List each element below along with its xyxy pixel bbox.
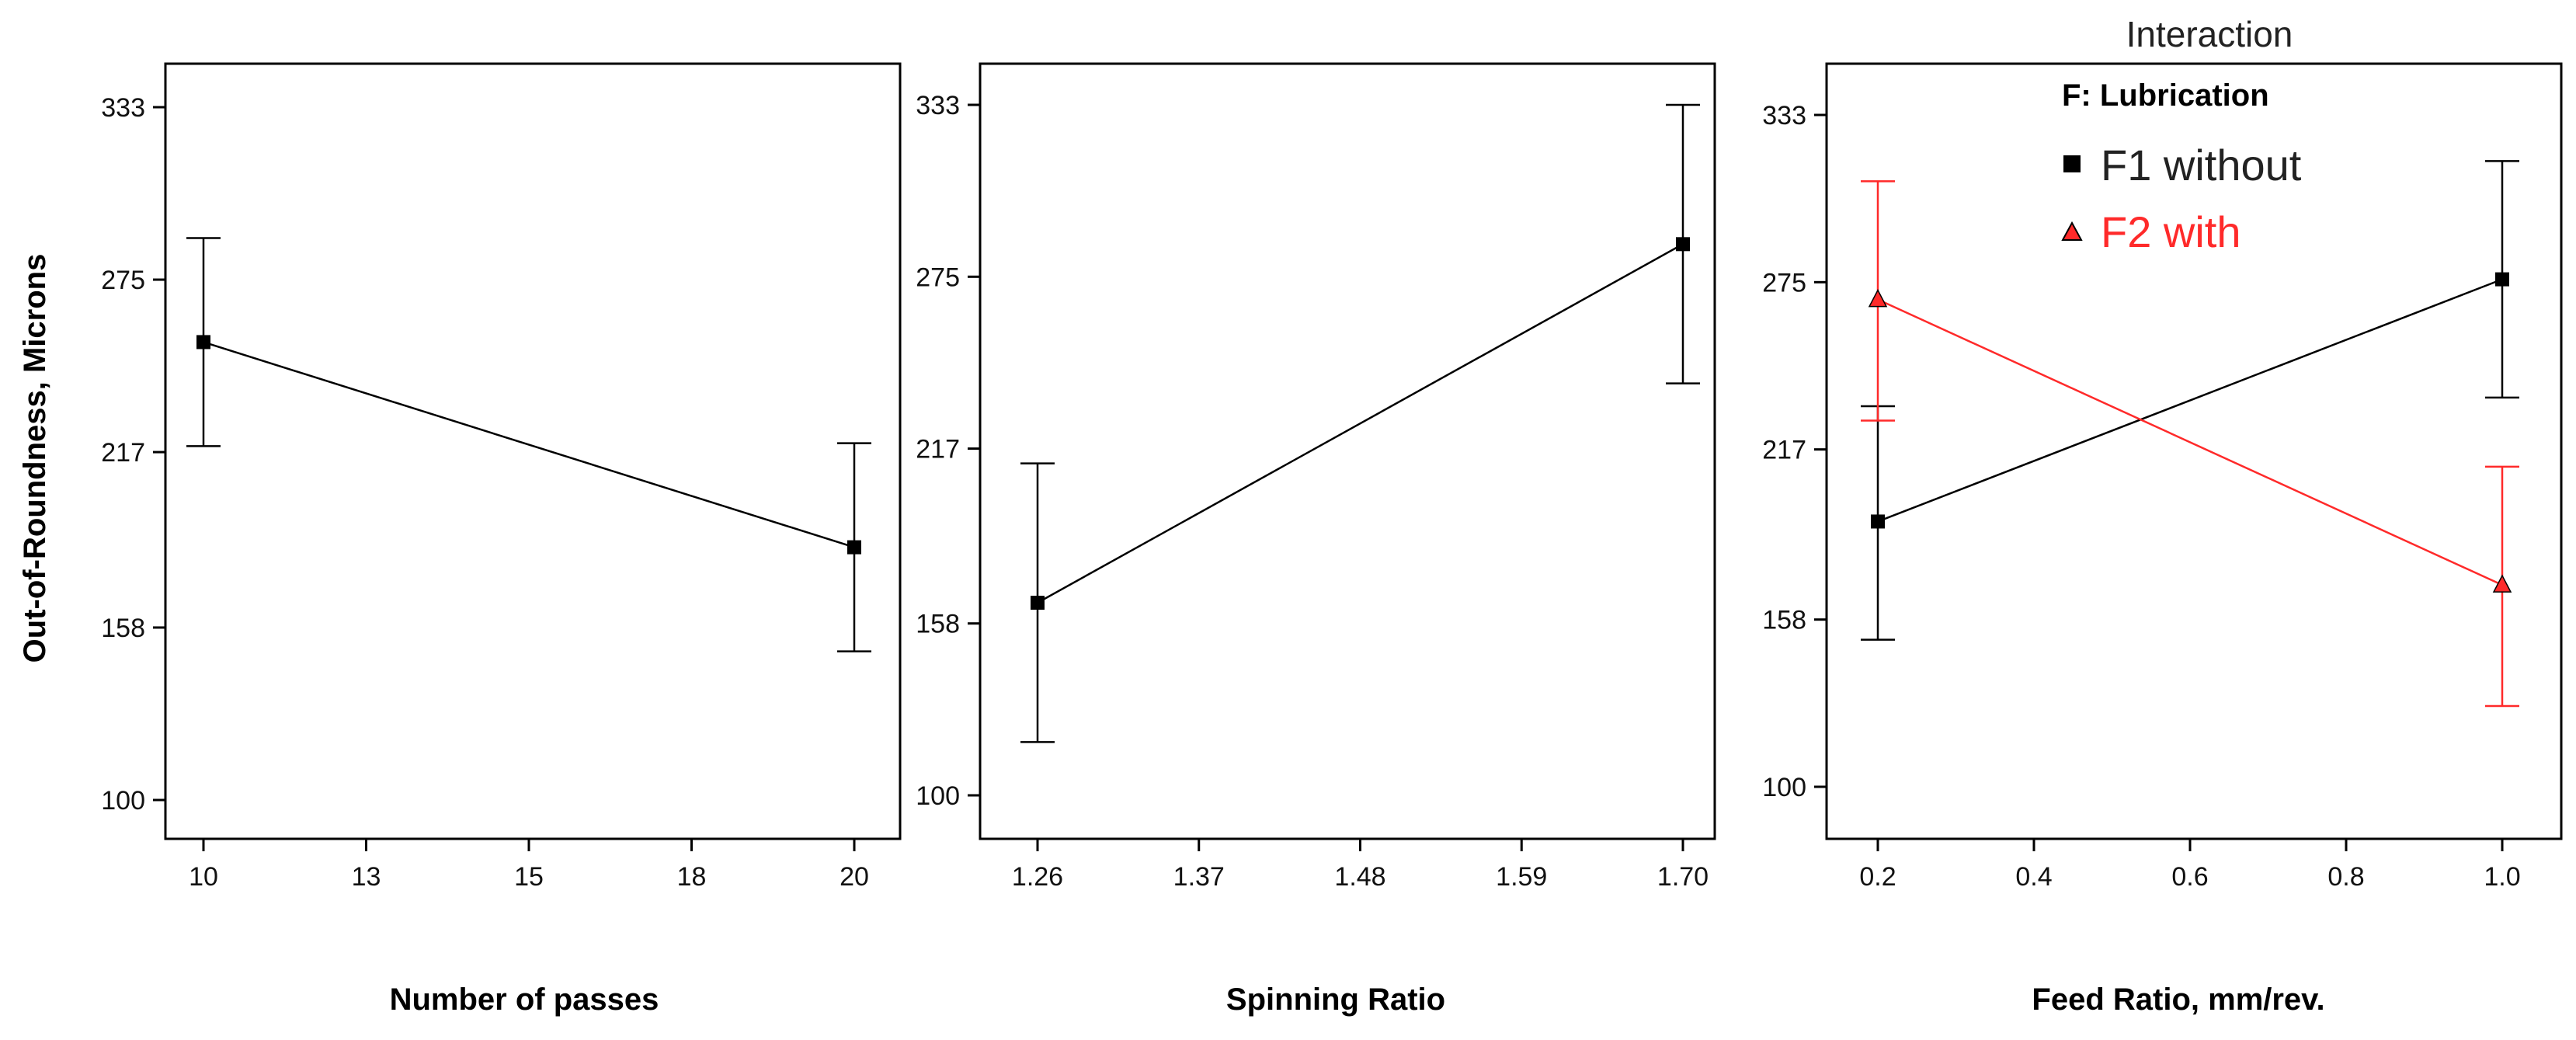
legend-marker-triangle xyxy=(2061,221,2083,241)
series-line xyxy=(203,341,855,548)
data-point-square xyxy=(847,540,861,555)
y-tick-label: 275 xyxy=(916,263,960,292)
series-line xyxy=(1877,298,2503,586)
x-axis-label: Spinning Ratio xyxy=(1226,983,1445,1017)
x-axis-label: Number of passes xyxy=(390,983,659,1017)
data-point-triangle xyxy=(2492,574,2512,593)
x-tick-label: 10 xyxy=(189,862,218,892)
y-tick-label: 100 xyxy=(916,781,960,811)
data-point-square xyxy=(1031,595,1045,610)
series-line xyxy=(1037,243,1684,604)
x-tick-label: 13 xyxy=(352,862,381,892)
y-axis-label: Out-of-Roundness, Microns xyxy=(18,254,52,663)
legend-label-f1: F1 without xyxy=(2101,141,2302,190)
panel-interaction: Feed Ratio, mm/rev. Interaction F: Lubri… xyxy=(1762,14,2563,1017)
x-tick-label: 0.2 xyxy=(1859,862,1896,892)
plot-frame xyxy=(164,62,902,840)
x-tick-label: 1.26 xyxy=(1012,862,1063,892)
data-point-square xyxy=(1676,237,1690,252)
data-point-triangle xyxy=(1868,288,1888,308)
y-tick-label: 100 xyxy=(101,786,145,816)
x-tick-label: 1.70 xyxy=(1657,862,1709,892)
legend: F: Lubrication F1 without F2 with xyxy=(2061,78,2302,256)
x-tick-label: 0.8 xyxy=(2327,862,2364,892)
x-tick-label: 1.0 xyxy=(2484,862,2520,892)
y-tick-label: 333 xyxy=(1762,101,1806,130)
x-tick-label: 20 xyxy=(840,862,869,892)
y-tick-label: 333 xyxy=(916,91,960,120)
x-tick-label: 1.59 xyxy=(1496,862,1547,892)
x-tick-label: 0.4 xyxy=(2015,862,2052,892)
legend-label-f2: F2 with xyxy=(2101,207,2241,256)
x-tick-label: 15 xyxy=(514,862,544,892)
x-tick-label: 0.6 xyxy=(2171,862,2208,892)
chart-title: Interaction xyxy=(2126,14,2293,54)
x-axis-label: Feed Ratio, mm/rev. xyxy=(2032,983,2324,1017)
plot-frame xyxy=(979,62,1716,840)
panel-number-of-passes: Number of passes 100 158 217 275 333 10 13 15 18… xyxy=(101,62,902,1017)
y-tick-label: 158 xyxy=(101,614,145,643)
x-tick-label: 1.37 xyxy=(1173,862,1225,892)
y-tick-label: 217 xyxy=(1762,436,1806,465)
series-line xyxy=(1877,278,2503,523)
plot-frame xyxy=(1825,62,2563,840)
legend-marker-square xyxy=(2063,155,2081,172)
y-tick-label: 275 xyxy=(101,266,145,295)
y-tick-label: 158 xyxy=(916,610,960,639)
panel-spinning-ratio: Spinning Ratio 100 158 217 275 333 1.26 1.37 1.… xyxy=(916,62,1716,1017)
y-tick-label: 100 xyxy=(1762,773,1806,802)
x-tick-label: 18 xyxy=(677,862,707,892)
y-tick-label: 275 xyxy=(1762,268,1806,297)
data-point-square xyxy=(196,335,210,350)
data-point-square xyxy=(1871,514,1885,529)
y-tick-label: 333 xyxy=(101,93,145,123)
legend-title: F: Lubrication xyxy=(2062,78,2269,113)
y-tick-label: 217 xyxy=(101,438,145,468)
data-point-square xyxy=(2495,272,2509,287)
x-tick-label: 1.48 xyxy=(1334,862,1385,892)
y-tick-label: 217 xyxy=(916,435,960,464)
y-tick-label: 158 xyxy=(1762,606,1806,635)
